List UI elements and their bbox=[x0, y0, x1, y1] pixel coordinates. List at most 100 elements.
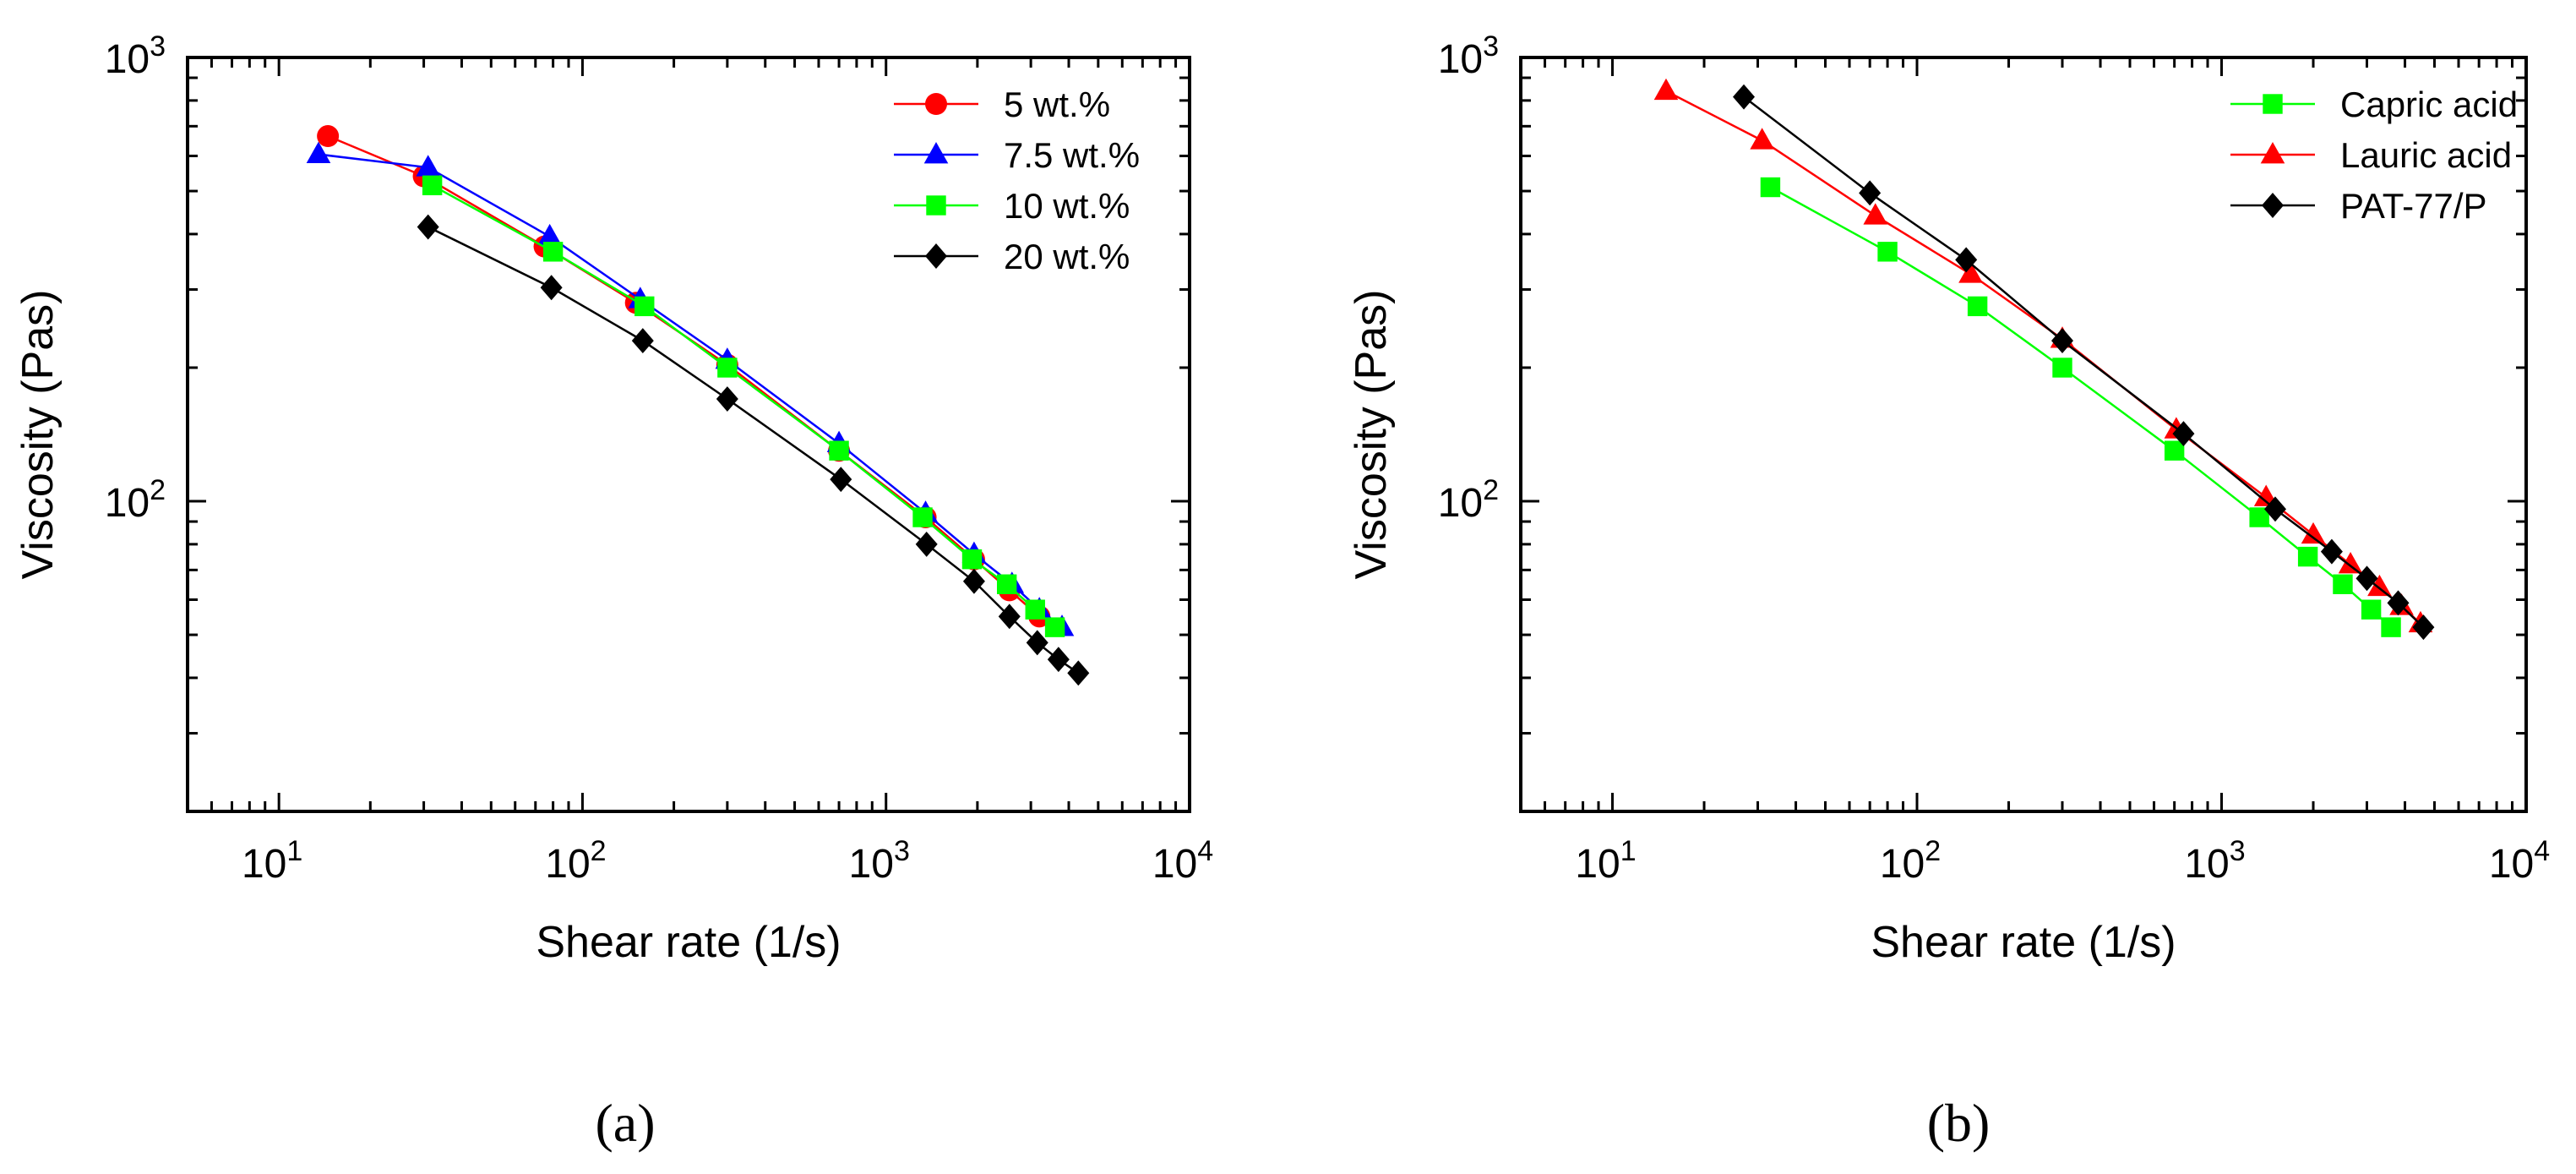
data-point bbox=[2297, 546, 2318, 567]
legend-label: Capric acid bbox=[2340, 85, 2518, 124]
series-line bbox=[327, 134, 1041, 618]
plot-frame-a bbox=[186, 56, 1191, 813]
y-tick-exponent: 3 bbox=[1483, 30, 1499, 63]
y-ticks-a bbox=[188, 56, 1190, 813]
x-axis-title-a: Shear rate (1/s) bbox=[536, 918, 841, 967]
y-tick-label: 102 bbox=[1438, 474, 1499, 526]
x-tick-exponent: 4 bbox=[2534, 835, 2550, 867]
data-point bbox=[2320, 538, 2343, 565]
data-point bbox=[2412, 614, 2435, 641]
y-tick-exponent: 2 bbox=[1483, 474, 1499, 506]
data-point bbox=[829, 440, 849, 461]
legend-item: 10 wt.% bbox=[894, 186, 1130, 226]
y-tick-base: 10 bbox=[105, 37, 150, 82]
legend-item: Lauric acid bbox=[2230, 135, 2512, 175]
y-tick-label: 103 bbox=[105, 30, 166, 82]
x-tick-label: 102 bbox=[1880, 835, 1941, 887]
x-tick-exponent: 2 bbox=[591, 835, 607, 867]
x-tick-label: 103 bbox=[849, 835, 910, 887]
legend-marker bbox=[925, 93, 947, 115]
data-point bbox=[1026, 630, 1048, 656]
x-tick-exponent: 3 bbox=[2230, 835, 2246, 867]
y-tick-exponent: 2 bbox=[150, 474, 166, 506]
data-point bbox=[1859, 180, 1882, 206]
x-tick-base: 10 bbox=[849, 842, 894, 887]
data-point bbox=[2367, 574, 2392, 597]
data-point bbox=[1067, 660, 1090, 686]
series-b-0 bbox=[1760, 177, 2401, 637]
data-point bbox=[417, 214, 439, 240]
data-point bbox=[1044, 617, 1065, 637]
legend-label: PAT-77/P bbox=[2340, 186, 2487, 226]
data-point bbox=[2301, 521, 2326, 544]
x-tick-base: 10 bbox=[1575, 842, 1620, 887]
x-tick-label: 102 bbox=[545, 835, 606, 887]
data-point bbox=[2051, 328, 2074, 354]
data-point bbox=[1653, 78, 1679, 101]
x-tick-base: 10 bbox=[242, 842, 286, 887]
data-point bbox=[1955, 247, 1978, 273]
data-point bbox=[2333, 574, 2353, 594]
y-axis-title-b: Viscosity (Pas) bbox=[1347, 290, 1396, 580]
series-a-3 bbox=[417, 214, 1090, 686]
data-point bbox=[717, 358, 738, 378]
data-point bbox=[537, 223, 562, 246]
x-ticks-a bbox=[186, 57, 1191, 811]
data-point bbox=[1967, 296, 1988, 317]
data-point bbox=[830, 467, 852, 493]
legend-item: 5 wt.% bbox=[894, 85, 1110, 124]
data-point bbox=[1750, 128, 1774, 150]
legend-label: 20 wt.% bbox=[1004, 237, 1130, 276]
legend-marker bbox=[926, 195, 946, 216]
series-line bbox=[1743, 96, 2425, 629]
x-axis-title-b: Shear rate (1/s) bbox=[1871, 918, 2176, 967]
data-point bbox=[912, 507, 933, 527]
y-tick-label: 102 bbox=[105, 474, 166, 526]
x-tick-exponent: 1 bbox=[286, 835, 302, 867]
data-point bbox=[996, 574, 1017, 594]
data-point bbox=[2249, 507, 2269, 527]
y-tick-base: 10 bbox=[1438, 481, 1483, 526]
data-point bbox=[631, 328, 654, 354]
data-point bbox=[416, 155, 440, 177]
series-b-2 bbox=[1733, 84, 2435, 641]
data-point bbox=[634, 296, 655, 317]
legend-marker bbox=[2262, 193, 2284, 218]
legend-a: 5 wt.% 7.5 wt.% 10 wt.% 20 wt.% bbox=[894, 85, 1140, 276]
legend-marker bbox=[923, 142, 949, 164]
legend-item: Capric acid bbox=[2230, 85, 2518, 124]
x-tick-base: 10 bbox=[545, 842, 590, 887]
legend-item: 20 wt.% bbox=[894, 237, 1130, 276]
x-tick-exponent: 4 bbox=[1197, 835, 1213, 867]
series-line bbox=[432, 184, 1056, 629]
series-line bbox=[1665, 90, 2421, 625]
x-tick-label: 104 bbox=[1152, 835, 1213, 887]
legend-label: Lauric acid bbox=[2340, 135, 2512, 175]
data-point bbox=[306, 141, 331, 163]
y-tick-base: 10 bbox=[105, 481, 150, 526]
x-tick-exponent: 1 bbox=[1620, 835, 1637, 867]
data-point bbox=[1863, 203, 1888, 225]
data-point bbox=[915, 531, 938, 557]
data-point bbox=[540, 275, 563, 301]
data-point bbox=[1733, 84, 1756, 110]
y-tick-base: 10 bbox=[1438, 37, 1483, 82]
x-tick-label: 104 bbox=[2489, 835, 2550, 887]
y-axis-title-a: Viscosity (Pas) bbox=[14, 290, 63, 580]
data-point bbox=[961, 549, 983, 570]
plot-frame-b bbox=[1519, 56, 2528, 813]
x-tick-label: 103 bbox=[2184, 835, 2245, 887]
data-point bbox=[1025, 599, 1045, 620]
panel-caption-a: (a) bbox=[595, 1093, 655, 1153]
data-point bbox=[2387, 590, 2410, 616]
x-tick-exponent: 3 bbox=[894, 835, 910, 867]
legend-marker bbox=[2263, 94, 2283, 114]
x-tick-base: 10 bbox=[2489, 842, 2534, 887]
data-point bbox=[422, 175, 443, 196]
data-point bbox=[1877, 242, 1898, 262]
legend-item: 7.5 wt.% bbox=[894, 135, 1140, 175]
data-point bbox=[2361, 599, 2382, 620]
data-point bbox=[2338, 551, 2363, 574]
